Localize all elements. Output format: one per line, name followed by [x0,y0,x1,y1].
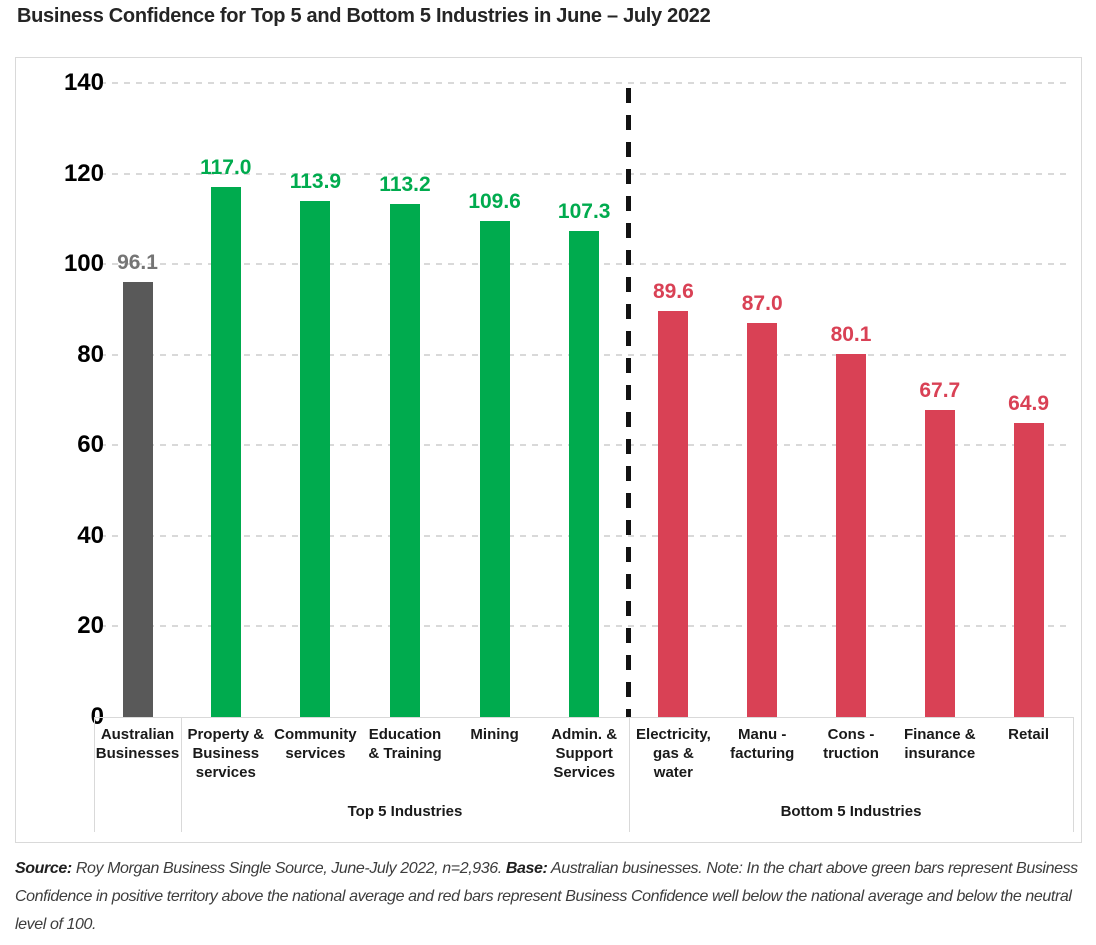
category-label-manu: Manu - facturing [730,726,795,762]
source-text: Roy Morgan Business Single Source, June-… [71,860,506,877]
bar-electricity [658,311,689,717]
plot-area: 0 20 40 60 80 100 120 140 96.1 Australian Busines… [16,58,1081,842]
source-note: Source: Roy Morgan Business Single Sourc… [15,855,1087,939]
bar-value-label-cons: 80.1 [830,323,872,347]
bar-value-label-education: 113.2 [379,173,431,197]
bar-value-label-admin: 107.3 [557,200,611,224]
bar-community [300,201,331,717]
category-label-admin: Admin. & Support Services [551,726,618,781]
category-table-vertical-border [629,717,630,832]
y-axis-tick-label: 80 [77,340,104,368]
bar-finance [924,410,955,717]
bar-value-label-mining: 109.6 [468,189,521,213]
bar-australian [122,281,153,717]
bar-retail [1013,423,1044,717]
bar-value-label-finance: 67.7 [919,379,961,403]
y-axis-tick-label: 120 [63,159,104,187]
y-axis-tick-label: 0 [90,703,104,730]
y-axis-tick-label: 20 [77,612,104,640]
base-text: Australian businesses. Note: In the char… [15,860,1078,933]
group-label-bottom5: Bottom 5 Industries [780,803,922,820]
category-label-electricity: Electricity, gas & water [636,726,711,781]
y-axis-tick-label: 140 [63,69,104,96]
gridline-120 [100,172,1066,175]
bar-value-label-retail: 64.9 [1008,392,1050,416]
category-label-mining: Mining [470,726,519,743]
gridline-140 [100,82,1066,84]
y-axis-tick-label: 60 [77,431,104,459]
group-label-top5: Top 5 Industries [347,803,463,820]
category-label-community: Community services [274,726,357,762]
source-label: Source: [15,860,72,877]
y-axis-tick-label: 40 [77,521,104,549]
chart-area: 0 20 40 60 80 100 120 140 96.1 Australian Busines… [15,57,1082,843]
category-label-finance: Finance & insurance [903,726,976,762]
chart-title: Business Confidence for Top 5 and Bottom… [17,5,711,27]
bar-property [210,187,241,717]
bar-value-label-australian: 96.1 [117,250,158,274]
bar-value-label-manu: 87.0 [741,292,783,315]
bar-value-label-community: 113.9 [289,170,342,194]
bar-value-label-property: 117.0 [200,156,252,180]
bar-admin [569,231,600,717]
category-label-cons: Cons - truction [823,726,879,762]
category-label-australian: Australian Businesses [95,726,180,762]
category-table-vertical-border [181,717,182,832]
bar-manu [747,323,778,717]
category-table-vertical-border [1073,717,1074,832]
category-table-top-border [94,717,1073,718]
category-label-property: Property & Business services [187,726,265,781]
bar-mining [479,220,510,717]
bar-value-label-electricity: 89.6 [652,280,694,304]
base-label: Base: [505,860,548,877]
category-label-retail: Retail [1008,726,1050,743]
category-table-vertical-border [94,717,95,832]
bar-education [390,204,420,717]
y-axis-tick-label: 100 [63,250,104,278]
bar-cons [836,354,866,717]
category-label-education: Education & Training [368,726,442,762]
top-bottom-separator-line [626,88,631,717]
